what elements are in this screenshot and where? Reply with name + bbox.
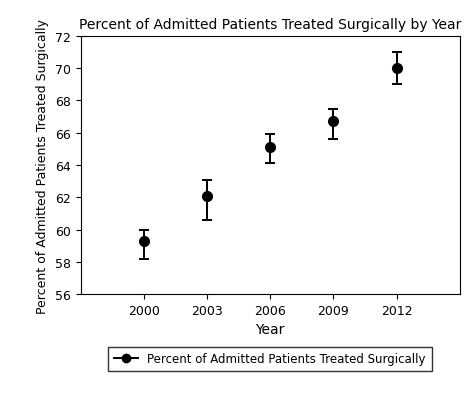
Y-axis label: Percent of Admitted Patients Treated Surgically: Percent of Admitted Patients Treated Sur… [36, 18, 49, 313]
Legend: Percent of Admitted Patients Treated Surgically: Percent of Admitted Patients Treated Sur… [109, 347, 432, 371]
X-axis label: Year: Year [255, 323, 285, 337]
Title: Percent of Admitted Patients Treated Surgically by Year: Percent of Admitted Patients Treated Sur… [79, 18, 461, 31]
